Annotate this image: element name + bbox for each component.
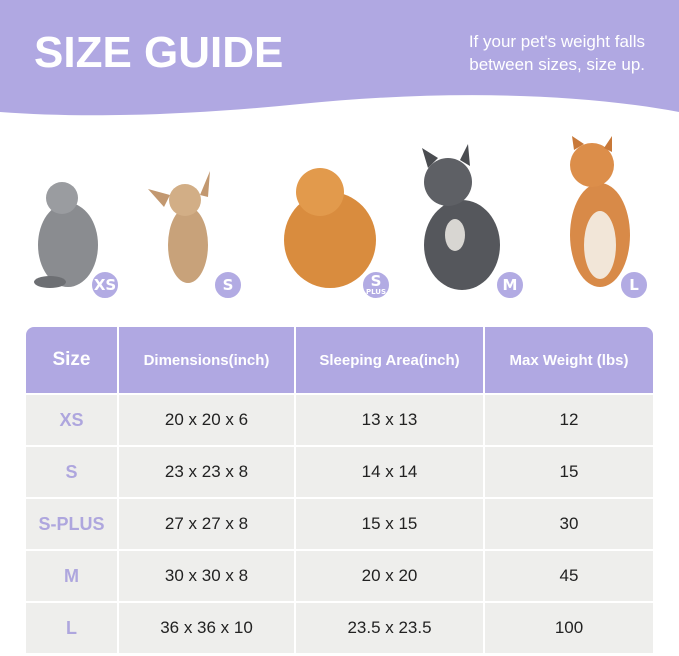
badge-sublabel: PLUS xyxy=(365,287,387,296)
size-cell: S-PLUS xyxy=(26,499,117,549)
page-title: SIZE GUIDE xyxy=(34,28,284,77)
table-row: L 36 x 36 x 10 23.5 x 23.5 100 xyxy=(26,603,653,653)
size-badge-s: S xyxy=(213,270,243,300)
note-line: between sizes, size up. xyxy=(469,55,645,74)
shiba-inu-image xyxy=(570,136,630,287)
sleeping-area-cell: 14 x 14 xyxy=(296,447,483,497)
cat-image xyxy=(34,182,98,288)
sizing-note: If your pet's weight falls between sizes… xyxy=(469,30,645,76)
pomeranian-image xyxy=(284,168,376,288)
note-line: If your pet's weight falls xyxy=(468,32,645,51)
header-banner xyxy=(0,0,679,116)
badge-label: L xyxy=(629,275,639,294)
max-weight-cell: 15 xyxy=(485,447,653,497)
dimensions-cell: 36 x 36 x 10 xyxy=(119,603,294,653)
pet-images xyxy=(34,136,630,290)
badge-label: M xyxy=(502,275,518,294)
size-badge-l: L xyxy=(619,270,649,300)
size-badge-xs: XS xyxy=(90,270,120,300)
size-cell: XS xyxy=(26,395,117,445)
size-cell: S xyxy=(26,447,117,497)
size-badge-m: M xyxy=(495,270,525,300)
table-row: XS 20 x 20 x 6 13 x 13 12 xyxy=(26,395,653,445)
sleeping-area-cell: 23.5 x 23.5 xyxy=(296,603,483,653)
table-row: S-PLUS 27 x 27 x 8 15 x 15 30 xyxy=(26,499,653,549)
header-sleeping-area: Sleeping Area(inch) xyxy=(296,327,483,393)
french-bulldog-image xyxy=(422,144,500,290)
dimensions-cell: 20 x 20 x 6 xyxy=(119,395,294,445)
badge-label: S xyxy=(222,275,234,294)
size-badge-s-plus: S PLUS xyxy=(361,270,391,300)
sleeping-area-cell: 15 x 15 xyxy=(296,499,483,549)
dimensions-cell: 23 x 23 x 8 xyxy=(119,447,294,497)
header-size: Size xyxy=(26,327,117,393)
chihuahua-image xyxy=(148,171,210,283)
dimensions-cell: 30 x 30 x 8 xyxy=(119,551,294,601)
max-weight-cell: 30 xyxy=(485,499,653,549)
max-weight-cell: 12 xyxy=(485,395,653,445)
badge-label: XS xyxy=(93,275,117,294)
size-table: Size Dimensions(inch) Sleeping Area(inch… xyxy=(24,325,655,655)
max-weight-cell: 100 xyxy=(485,603,653,653)
sleeping-area-cell: 13 x 13 xyxy=(296,395,483,445)
table-row: M 30 x 30 x 8 20 x 20 45 xyxy=(26,551,653,601)
table-header-row: Size Dimensions(inch) Sleeping Area(inch… xyxy=(26,327,653,393)
size-cell: L xyxy=(26,603,117,653)
header-max-weight: Max Weight (lbs) xyxy=(485,327,653,393)
table-row: S 23 x 23 x 8 14 x 14 15 xyxy=(26,447,653,497)
max-weight-cell: 45 xyxy=(485,551,653,601)
dimensions-cell: 27 x 27 x 8 xyxy=(119,499,294,549)
badge-label: S xyxy=(370,271,382,290)
header-dimensions: Dimensions(inch) xyxy=(119,327,294,393)
size-cell: M xyxy=(26,551,117,601)
sleeping-area-cell: 20 x 20 xyxy=(296,551,483,601)
